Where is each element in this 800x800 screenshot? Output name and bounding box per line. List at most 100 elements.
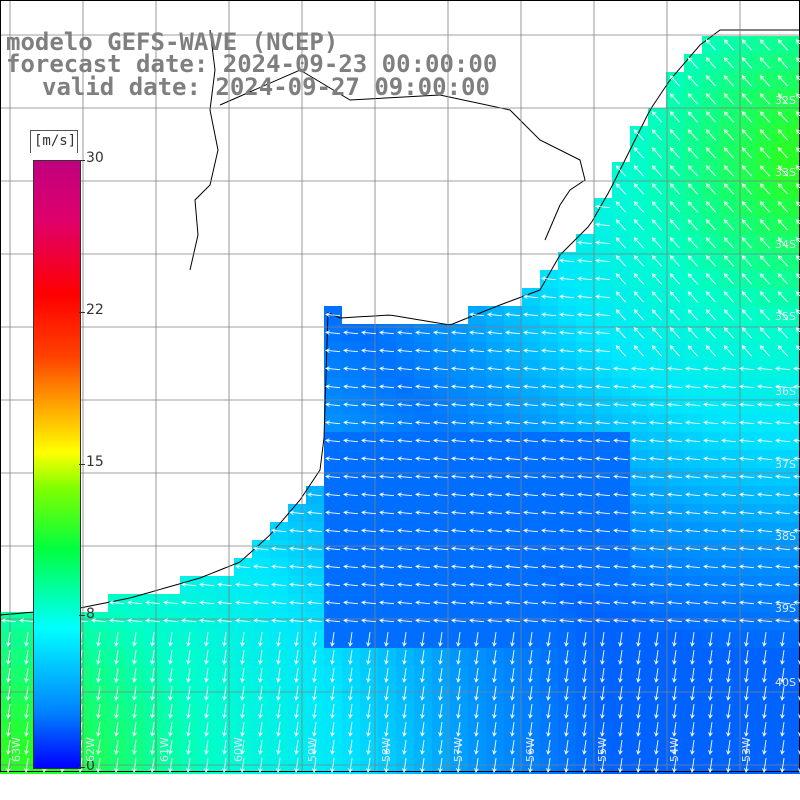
wind-cell	[792, 126, 800, 144]
wind-arrow	[723, 165, 734, 177]
wind-arrow	[777, 147, 788, 159]
wind-arrow	[487, 546, 503, 551]
wind-arrow	[759, 327, 770, 339]
wind-arrow	[739, 402, 755, 407]
wind-arrow	[510, 704, 515, 719]
wind-arrow	[384, 650, 389, 665]
lon-label: 60W	[232, 737, 245, 762]
wind-arrow	[739, 492, 755, 497]
wind-arrow	[726, 650, 731, 665]
wind-arrow	[384, 758, 389, 773]
wind-arrow	[723, 39, 734, 51]
wind-arrow	[559, 366, 575, 371]
wind-arrow	[289, 582, 305, 587]
wind-arrow	[721, 402, 737, 407]
wind-arrow	[451, 420, 467, 425]
wind-arrow	[600, 650, 605, 665]
wind-arrow	[613, 618, 629, 623]
wind-arrow	[348, 722, 353, 737]
wind-arrow	[793, 528, 800, 533]
wind-arrow	[595, 582, 611, 587]
wind-arrow	[397, 564, 413, 569]
wind-arrow	[703, 456, 719, 461]
wind-arrow	[397, 492, 413, 497]
wind-arrow	[726, 722, 731, 737]
wind-arrow	[469, 618, 485, 623]
wind-arrow	[687, 327, 698, 339]
wind-arrow	[649, 546, 665, 551]
colorbar-unit: [m/s]	[34, 133, 77, 149]
wind-arrow	[775, 510, 791, 515]
wind-arrow	[577, 330, 593, 335]
wind-arrow	[703, 384, 719, 389]
wind-arrow	[420, 740, 425, 755]
wind-arrow	[384, 722, 389, 737]
wind-arrow	[795, 39, 800, 45]
wind-arrow	[615, 255, 626, 267]
wind-arrow	[595, 492, 611, 497]
wind-arrow	[741, 237, 752, 249]
wind-arrow	[759, 345, 770, 357]
wind-arrow	[723, 201, 734, 213]
wind-arrow	[600, 740, 605, 755]
wind-arrow	[492, 704, 497, 719]
wind-arrow	[294, 686, 299, 701]
wind-arrow	[505, 582, 521, 587]
wind-arrow	[487, 618, 503, 623]
wind-arrow	[703, 510, 719, 515]
wind-arrow	[420, 650, 425, 665]
wind-arrow	[595, 564, 611, 569]
wind-arrow	[685, 528, 701, 533]
lat-label: 40S	[775, 676, 796, 689]
wind-cell	[792, 234, 800, 252]
wind-arrow	[667, 564, 683, 569]
wind-arrow	[1, 618, 17, 623]
wind-arrow	[114, 650, 119, 665]
wind-arrow	[415, 402, 431, 407]
wind-arrow	[168, 632, 173, 647]
wind-arrow	[762, 758, 767, 773]
wind-arrow	[672, 650, 677, 665]
wind-arrow	[649, 474, 665, 479]
wind-arrow	[343, 600, 359, 605]
wind-arrow	[613, 528, 629, 533]
wind-arrow	[762, 722, 767, 737]
wind-arrow	[708, 668, 713, 683]
wind-arrow	[325, 420, 341, 425]
wind-arrow	[415, 366, 431, 371]
wind-arrow	[294, 740, 299, 755]
wind-arrow	[577, 510, 593, 515]
wind-arrow	[469, 312, 485, 317]
wind-arrow	[685, 618, 701, 623]
wind-arrow	[474, 650, 479, 665]
wind-arrow	[595, 222, 611, 227]
wind-arrow	[777, 111, 788, 123]
wind-arrow	[739, 420, 755, 425]
wind-arrow	[669, 129, 680, 141]
wind-arrow	[523, 492, 539, 497]
wind-arrow	[361, 474, 377, 479]
wind-arrow	[546, 668, 551, 683]
wind-arrow	[433, 402, 449, 407]
wind-arrow	[487, 366, 503, 371]
wind-arrow	[24, 758, 29, 773]
wind-arrow	[651, 129, 662, 141]
wind-arrow	[343, 528, 359, 533]
wind-arrow	[505, 528, 521, 533]
wind-arrow	[402, 686, 407, 701]
wind-arrow	[669, 273, 680, 285]
wind-arrow	[240, 632, 245, 647]
lat-label: 37S	[775, 458, 796, 471]
wind-arrow	[757, 618, 773, 623]
wind-cell	[792, 468, 800, 486]
wind-arrow	[325, 456, 341, 461]
wind-arrow	[505, 600, 521, 605]
wind-arrow	[361, 366, 377, 371]
wind-arrow	[240, 758, 245, 773]
wind-arrow	[474, 686, 479, 701]
wind-arrow	[510, 650, 515, 665]
wind-arrow	[402, 758, 407, 773]
wind-arrow	[721, 618, 737, 623]
wind-arrow	[523, 384, 539, 389]
wind-arrow	[685, 366, 701, 371]
